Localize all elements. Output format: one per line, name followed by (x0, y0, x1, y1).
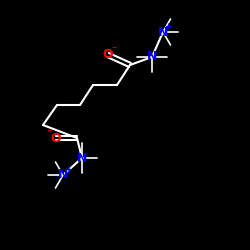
Text: +: + (165, 22, 173, 32)
Text: N: N (58, 168, 68, 181)
Text: ⁻: ⁻ (112, 45, 116, 55)
Text: +: + (65, 165, 73, 175)
Text: N: N (147, 50, 157, 64)
Text: O: O (51, 132, 61, 144)
Text: ⁻: ⁻ (46, 128, 52, 138)
Text: N: N (158, 26, 168, 38)
Text: N: N (77, 152, 87, 164)
Text: O: O (103, 48, 113, 62)
